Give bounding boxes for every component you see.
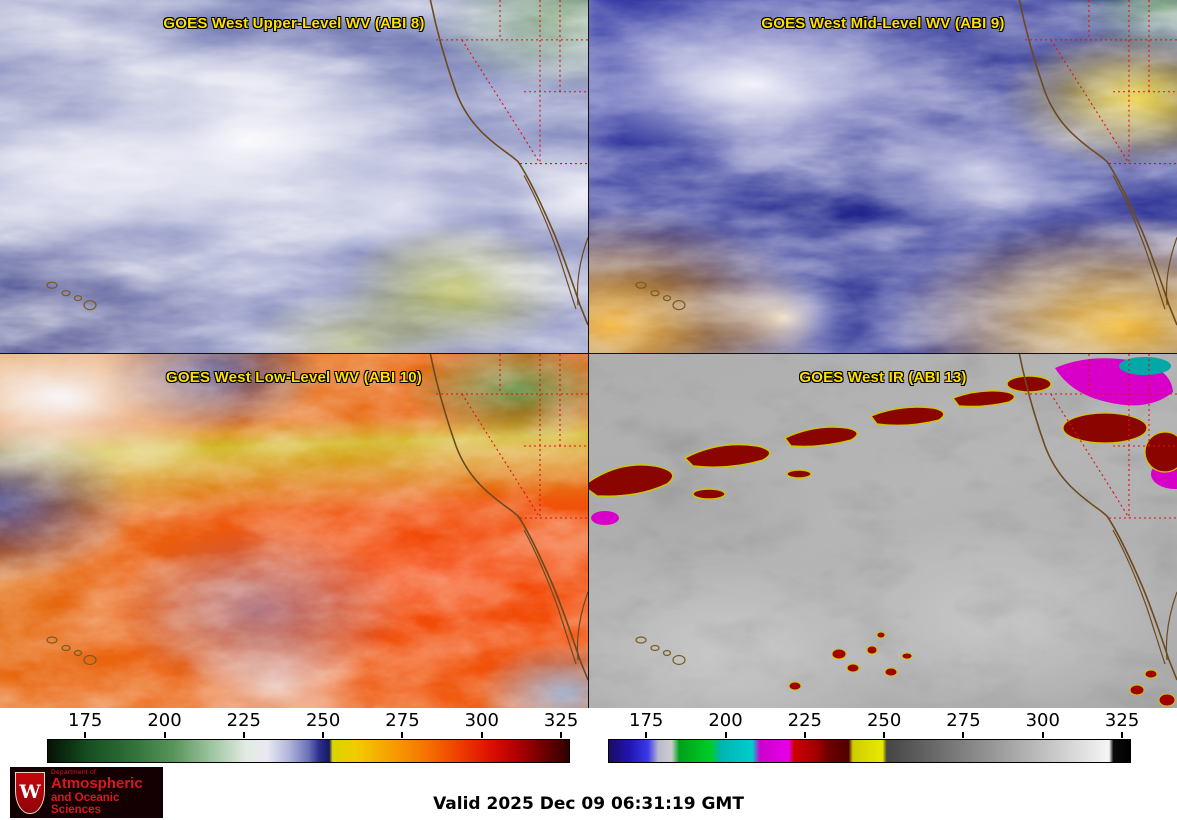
tick-label: 200 bbox=[147, 710, 182, 731]
tick-label: 225 bbox=[787, 710, 822, 731]
tick-mark bbox=[560, 732, 563, 738]
ir-colorbar-legend: 175 200 225 250 275 300 325 bbox=[608, 710, 1139, 764]
aos-logo: W Department of Atmospheric and Oceanic … bbox=[10, 767, 163, 818]
tick-label: 175 bbox=[67, 710, 103, 731]
aos-logo-text: Department of Atmospheric and Oceanic Sc… bbox=[51, 769, 158, 817]
ir-colorbar-labels: 175 200 225 250 275 300 325 bbox=[608, 710, 1139, 732]
logo-line1: Atmospheric bbox=[51, 774, 143, 792]
wv-colorbar bbox=[47, 739, 570, 763]
wv-colorbar-labels: 175 200 225 250 275 300 325 bbox=[47, 710, 578, 732]
tick-label: 175 bbox=[628, 710, 664, 731]
tick-mark bbox=[645, 732, 648, 738]
tick-mark bbox=[84, 732, 87, 738]
tick-mark bbox=[962, 732, 965, 738]
coastline-overlay bbox=[635, 354, 1177, 681]
logo-line2: and Oceanic Sciences bbox=[51, 791, 120, 817]
ir-colorbar bbox=[608, 739, 1131, 763]
tick-mark bbox=[242, 732, 245, 738]
panel-title: GOES West IR (ABI 13) bbox=[799, 369, 967, 387]
cloud-texture bbox=[0, 354, 588, 708]
cloud-texture bbox=[0, 0, 588, 353]
tick-mark bbox=[322, 732, 325, 738]
tick-label: 200 bbox=[708, 710, 743, 731]
wv-colorbar-tickmarks bbox=[47, 732, 570, 739]
panel-ir: GOES West IR (ABI 13) bbox=[589, 354, 1177, 708]
satellite-panel-grid: GOES West Upper-Level WV (ABI 8) GOES We… bbox=[0, 0, 1177, 708]
tick-label: 225 bbox=[226, 710, 261, 731]
tick-label: 250 bbox=[305, 710, 341, 731]
coastline-overlay bbox=[46, 354, 588, 681]
ir-colorbar-tickmarks bbox=[608, 732, 1131, 739]
crest-letter: W bbox=[19, 781, 41, 803]
uw-crest-icon: W bbox=[15, 771, 45, 814]
tick-label: 300 bbox=[464, 710, 499, 731]
tick-mark bbox=[724, 732, 727, 738]
tick-mark bbox=[1121, 732, 1124, 738]
panel-title: GOES West Mid-Level WV (ABI 9) bbox=[761, 15, 1005, 33]
tick-label: 325 bbox=[1104, 710, 1140, 731]
panel-low-level-wv: GOES West Low-Level WV (ABI 10) bbox=[0, 354, 588, 708]
tick-mark bbox=[883, 732, 886, 738]
tick-mark bbox=[803, 732, 806, 738]
tick-mark bbox=[401, 732, 404, 738]
tick-label: 325 bbox=[543, 710, 579, 731]
tick-mark bbox=[1041, 732, 1044, 738]
tick-label: 275 bbox=[385, 710, 420, 731]
coastline-overlay bbox=[635, 0, 1177, 326]
panel-upper-level-wv: GOES West Upper-Level WV (ABI 8) bbox=[0, 0, 588, 353]
panel-title: GOES West Upper-Level WV (ABI 8) bbox=[163, 15, 425, 33]
panel-mid-level-wv: GOES West Mid-Level WV (ABI 9) bbox=[589, 0, 1177, 353]
valid-timestamp: Valid 2025 Dec 09 06:31:19 GMT bbox=[433, 794, 744, 814]
coastline-overlay bbox=[46, 0, 588, 326]
tick-label: 300 bbox=[1025, 710, 1060, 731]
tick-label: 250 bbox=[866, 710, 902, 731]
panel-title: GOES West Low-Level WV (ABI 10) bbox=[166, 369, 422, 387]
wv-colorbar-legend: 175 200 225 250 275 300 325 bbox=[47, 710, 578, 764]
logo-department-line: Department of bbox=[51, 768, 97, 776]
tick-label: 275 bbox=[946, 710, 981, 731]
cloud-texture bbox=[589, 0, 1177, 353]
tick-mark bbox=[163, 732, 166, 738]
tick-mark bbox=[480, 732, 483, 738]
